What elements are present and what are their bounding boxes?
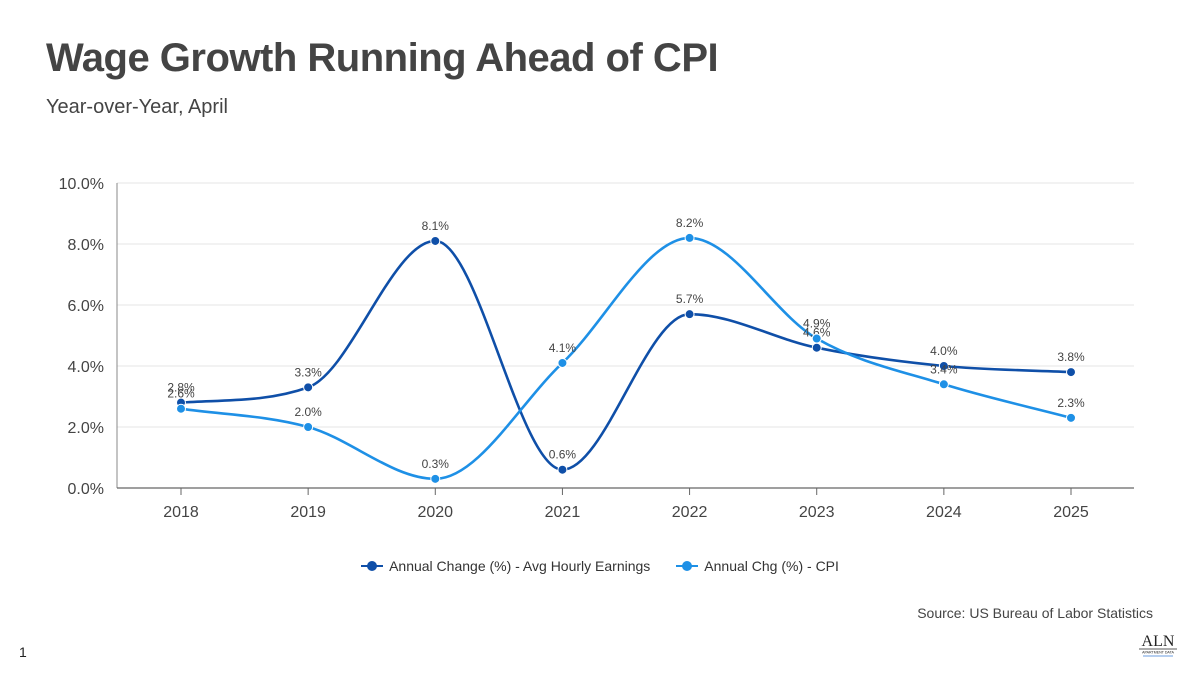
legend-item-cpi[interactable]: Annual Chg (%) - CPI — [676, 558, 839, 574]
data-point-earnings — [811, 342, 822, 353]
x-tick-label: 2018 — [163, 504, 199, 521]
data-point-earnings — [430, 235, 441, 246]
legend-marker-cpi — [676, 560, 699, 572]
data-label-earnings: 2.8% — [167, 381, 195, 395]
y-tick-label: 2.0% — [68, 420, 104, 437]
y-tick-label: 6.0% — [68, 298, 104, 315]
x-tick-label: 2020 — [417, 504, 453, 521]
data-point-cpi — [430, 473, 441, 484]
x-tick-label: 2022 — [672, 504, 708, 521]
data-label-cpi: 2.0% — [294, 405, 322, 419]
series-line-cpi — [180, 236, 1072, 481]
data-label-cpi: 2.6% — [167, 387, 195, 401]
x-tick-label: 2025 — [1053, 504, 1089, 521]
data-label-cpi: 3.4% — [930, 362, 958, 376]
data-label-cpi: 2.3% — [1057, 396, 1085, 410]
chart-title: Wage Growth Running Ahead of CPI — [46, 36, 719, 80]
legend-label-cpi: Annual Chg (%) - CPI — [704, 558, 839, 574]
legend-label-earnings: Annual Change (%) - Avg Hourly Earnings — [389, 558, 651, 574]
data-label-cpi: 0.3% — [422, 457, 450, 471]
data-point-earnings — [557, 464, 568, 475]
logo-text: ALN — [1142, 633, 1175, 650]
chart-legend: Annual Change (%) - Avg Hourly Earnings … — [0, 558, 1200, 574]
source-note: Source: US Bureau of Labor Statistics — [917, 605, 1153, 621]
data-point-cpi — [176, 403, 186, 414]
data-point-cpi — [938, 379, 949, 390]
y-tick-label: 10.0% — [59, 176, 104, 193]
data-point-earnings — [684, 309, 695, 320]
data-point-cpi — [684, 232, 695, 243]
data-point-earnings — [938, 361, 949, 371]
data-label-earnings: 0.6% — [549, 448, 577, 462]
data-point-cpi — [557, 357, 568, 368]
x-tick-label: 2024 — [926, 504, 962, 521]
y-tick-label: 4.0% — [68, 359, 104, 376]
legend-item-earnings[interactable]: Annual Change (%) - Avg Hourly Earnings — [361, 558, 650, 574]
data-point-earnings — [303, 382, 314, 393]
data-point-cpi — [1066, 412, 1076, 423]
data-label-earnings: 4.0% — [930, 344, 958, 358]
data-point-cpi — [303, 422, 314, 432]
data-label-earnings: 4.6% — [803, 326, 831, 340]
chart-subtitle: Year-over-Year, April — [46, 96, 228, 118]
data-label-earnings: 5.7% — [676, 292, 704, 306]
data-label-earnings: 8.1% — [422, 219, 450, 233]
legend-marker-earnings — [361, 560, 384, 572]
data-label-earnings: 3.3% — [294, 365, 322, 379]
data-label-cpi: 4.1% — [549, 341, 577, 355]
data-label-earnings: 3.8% — [1057, 350, 1085, 364]
data-label-cpi: 4.9% — [803, 317, 831, 331]
data-point-cpi — [811, 333, 822, 344]
series-line-earnings — [180, 239, 1072, 471]
page-number: 1 — [19, 644, 27, 660]
x-tick-label: 2019 — [290, 504, 326, 521]
data-label-cpi: 8.2% — [676, 216, 704, 230]
logo-subtext: APARTMENT DATA — [1142, 651, 1174, 655]
aln-logo: ALN APARTMENT DATA — [1139, 633, 1177, 657]
x-tick-label: 2021 — [545, 504, 581, 521]
data-point-earnings — [1066, 367, 1076, 378]
y-tick-label: 0.0% — [68, 481, 104, 498]
y-tick-label: 8.0% — [68, 237, 104, 254]
x-tick-label: 2023 — [799, 504, 835, 521]
